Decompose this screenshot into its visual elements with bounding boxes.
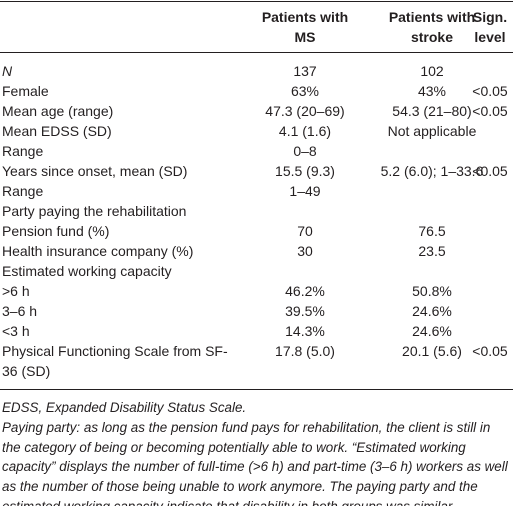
cell-value: 15.5 (9.3) [275,163,335,179]
cell-value: 1–49 [289,183,321,199]
footnotes: EDSS, Expanded Disability Status Scale. P… [2,398,510,506]
bottom-rule [0,389,513,390]
cell-value: 17.8 (5.0) [275,343,335,359]
cell-value: 102 [420,63,444,79]
cell-value: 30 [297,243,313,259]
row-label: Mean age (range) [2,103,114,119]
row-label: >6 h [2,283,30,299]
cell-value: 76.5 [418,223,446,239]
cell-value: 20.1 (5.6) [402,343,462,359]
cell-value: 46.2% [285,283,325,299]
footnote: Paying party: as long as the pension fun… [2,419,508,506]
row-label: Physical Functioning Scale from SF-36 (S… [2,343,228,379]
cell-value: 14.3% [285,323,325,339]
cell-value: 24.6% [412,323,452,339]
header-rule [0,52,513,53]
cell-value: 63% [290,83,320,99]
row-label: Years since onset, mean (SD) [2,163,188,179]
cell-value: <0.05 [472,343,508,359]
cell-value: 47.3 (20–69) [265,103,345,119]
cell-value: 43% [417,83,447,99]
top-rule [0,1,513,2]
cell-value: <0.05 [472,83,508,99]
row-label: N [2,63,13,79]
row-label: Party paying the rehabilitation [2,203,187,219]
cell-value: <0.05 [472,103,508,119]
cell-value: 70 [297,223,313,239]
cell-value: 5.2 (6.0); 1–33.6 [380,163,484,179]
cell-value: 4.1 (1.6) [278,123,332,139]
cell-value: 54.3 (21–80) [392,103,472,119]
cell-value: 137 [293,63,317,79]
column-header: Patients with MS [261,9,349,45]
cell-value: 23.5 [418,243,446,259]
cell-value: <0.05 [472,163,508,179]
cell-value: 0–8 [293,143,317,159]
row-label: Estimated working capacity [2,263,172,279]
column-header: Patients with stroke [388,9,476,45]
cell-value: 50.8% [412,283,452,299]
row-label: Pension fund (%) [2,223,110,239]
cell-value: 39.5% [285,303,325,319]
row-label: Range [2,183,44,199]
row-label: <3 h [2,323,30,339]
column-header: Sign. level [472,9,508,45]
row-label: Range [2,143,44,159]
row-label: Health insurance company (%) [2,243,194,259]
footnote: EDSS, Expanded Disability Status Scale. [2,400,247,415]
row-label: Mean EDSS (SD) [2,123,112,139]
cell-value: 24.6% [412,303,452,319]
row-label: Female [2,83,49,99]
cell-value: Not applicable [387,123,477,139]
row-label: 3–6 h [2,303,38,319]
